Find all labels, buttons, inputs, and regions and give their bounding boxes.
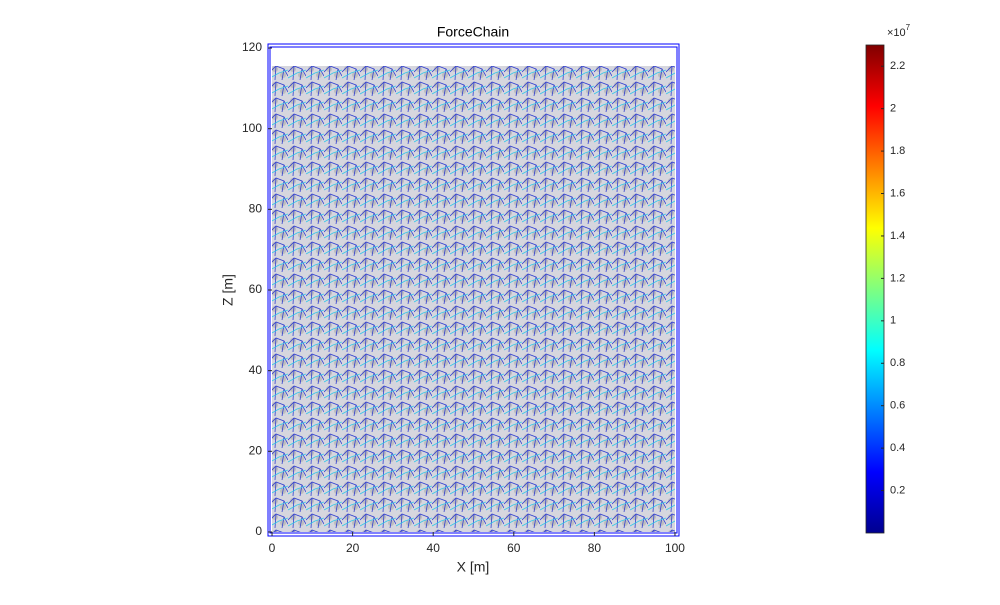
chart-title: ForceChain [437, 24, 509, 40]
particle-bed [272, 66, 675, 532]
colorbar-tick-label: 1.8 [890, 145, 905, 157]
x-tick-label: 60 [507, 541, 521, 555]
x-tick-label: 40 [427, 541, 441, 555]
y-tick-label: 80 [249, 202, 263, 216]
y-tick-label: 100 [242, 121, 262, 135]
y-tick-label: 20 [249, 443, 263, 457]
colorbar-tick-label: 1 [890, 315, 896, 327]
x-tick-label: 80 [588, 541, 602, 555]
x-tick-label: 20 [346, 541, 360, 555]
multiplier-exponent: 7 [906, 23, 911, 32]
colorbar-tick-label: 0.4 [890, 442, 905, 454]
colorbar-tick-label: 2.2 [890, 60, 905, 72]
x-tick-label: 100 [665, 541, 685, 555]
colorbar-tick-label: 2 [890, 103, 896, 115]
colorbar-tick-label: 1.6 [890, 187, 905, 199]
colorbar-tick-label: 0.2 [890, 484, 905, 496]
colorbar-tick-label: 0.6 [890, 400, 905, 412]
y-tick-label: 0 [255, 524, 262, 538]
x-tick-label: 0 [269, 541, 276, 555]
colorbar [865, 44, 885, 534]
x-axis-label: X [m] [457, 559, 490, 575]
colorbar-multiplier: ×107 [887, 23, 911, 39]
y-tick-label: 120 [242, 40, 262, 54]
y-axis-label: Z [m] [220, 274, 236, 306]
colorbar-tick-label: 1.4 [890, 230, 905, 242]
y-tick-label: 60 [249, 282, 263, 296]
colorbar-tick-label: 1.2 [890, 272, 905, 284]
multiplier-base: ×10 [887, 27, 906, 39]
y-tick-label: 40 [249, 363, 263, 377]
colorbar-tick-label: 0.8 [890, 357, 905, 369]
